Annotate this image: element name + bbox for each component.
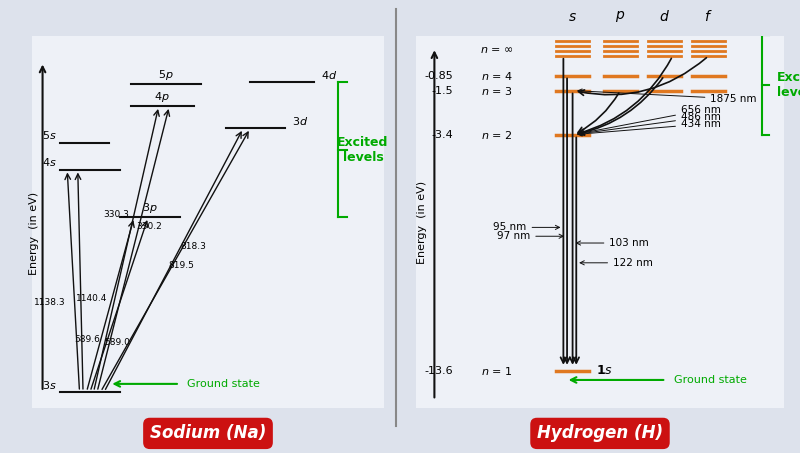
- Text: -13.6: -13.6: [424, 366, 453, 376]
- Text: $\it{f}$: $\it{f}$: [704, 10, 713, 24]
- Text: Ground state: Ground state: [674, 375, 746, 385]
- Text: Energy  (in eV): Energy (in eV): [29, 192, 38, 275]
- Text: 818.3: 818.3: [181, 242, 206, 251]
- Text: 122 nm: 122 nm: [580, 258, 653, 268]
- Text: 5$\it{s}$: 5$\it{s}$: [42, 130, 57, 141]
- Text: 103 nm: 103 nm: [577, 238, 649, 248]
- Text: 97 nm: 97 nm: [497, 231, 563, 241]
- Text: 3$\it{p}$: 3$\it{p}$: [142, 201, 158, 215]
- Text: 656 nm: 656 nm: [578, 105, 721, 135]
- Text: 1138.3: 1138.3: [34, 299, 66, 308]
- Text: -0.85: -0.85: [424, 71, 453, 81]
- Text: Excited
levels: Excited levels: [337, 136, 389, 164]
- Text: 4$\it{d}$: 4$\it{d}$: [321, 69, 337, 81]
- Text: $n$ = $\infty$: $n$ = $\infty$: [480, 45, 514, 55]
- Text: $n$ = 2: $n$ = 2: [482, 129, 513, 140]
- Text: Ground state: Ground state: [187, 379, 260, 389]
- Text: 1$\it{s}$: 1$\it{s}$: [596, 364, 614, 377]
- Text: 486 nm: 486 nm: [578, 112, 721, 135]
- Text: 4$\it{s}$: 4$\it{s}$: [42, 156, 57, 169]
- Text: 819.5: 819.5: [169, 261, 194, 270]
- Text: 589.0: 589.0: [104, 338, 130, 347]
- Text: 1875 nm: 1875 nm: [578, 89, 757, 104]
- Text: 330.3: 330.3: [103, 210, 130, 219]
- Text: 95 nm: 95 nm: [494, 222, 559, 232]
- Text: Excited
levels: Excited levels: [777, 71, 800, 99]
- Text: Hydrogen (H): Hydrogen (H): [537, 424, 663, 443]
- Text: -1.5: -1.5: [431, 86, 453, 96]
- Text: 434 nm: 434 nm: [578, 119, 721, 136]
- Text: $n$ = 1: $n$ = 1: [482, 365, 513, 377]
- Text: 3$\it{s}$: 3$\it{s}$: [42, 379, 57, 390]
- Text: 3$\it{d}$: 3$\it{d}$: [293, 115, 309, 127]
- Text: $\it{p}$: $\it{p}$: [615, 10, 626, 24]
- Text: Sodium (Na): Sodium (Na): [150, 424, 266, 443]
- Text: Energy  (in eV): Energy (in eV): [417, 180, 426, 264]
- Text: 1140.4: 1140.4: [76, 294, 107, 303]
- Text: $n$ = 4: $n$ = 4: [481, 70, 513, 82]
- Text: 589.6: 589.6: [74, 335, 100, 344]
- Text: 4$\it{p}$: 4$\it{p}$: [154, 90, 170, 104]
- Text: 330.2: 330.2: [137, 222, 162, 231]
- Text: $n$ = 3: $n$ = 3: [481, 85, 513, 96]
- Text: $\it{s}$: $\it{s}$: [568, 10, 577, 24]
- Text: $\it{d}$: $\it{d}$: [659, 10, 670, 24]
- Text: 5$\it{p}$: 5$\it{p}$: [158, 67, 174, 82]
- Text: -3.4: -3.4: [431, 130, 453, 140]
